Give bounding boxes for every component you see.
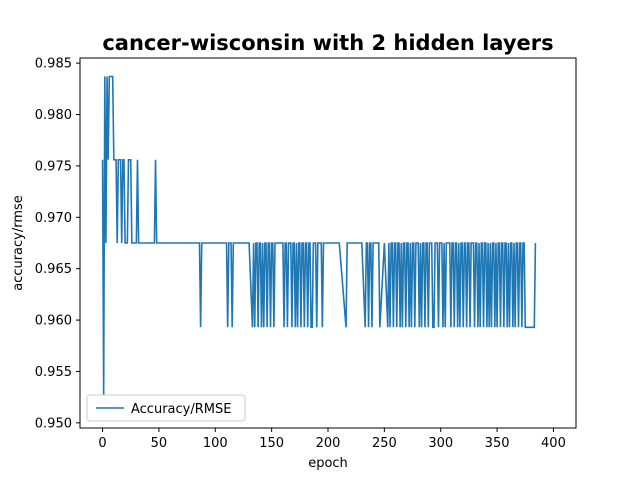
- x-tick-label: 350: [485, 436, 510, 451]
- legend-box: [86, 394, 246, 422]
- y-tick-label: 0.975: [35, 159, 72, 174]
- x-axis-label: epoch: [308, 456, 348, 471]
- x-tick-label: 250: [372, 436, 397, 451]
- y-axis: 0.950 0.955 0.960 0.965 0.970 0.975 0.980 0.985: [35, 57, 80, 431]
- y-tick-label: 0.965: [35, 262, 72, 277]
- x-tick-label: 200: [316, 436, 341, 451]
- y-tick-label: 0.955: [35, 365, 72, 380]
- chart-title: cancer-wisconsin with 2 hidden layers: [102, 31, 553, 55]
- y-tick-label: 0.950: [35, 416, 72, 431]
- series-line-accuracy-rmse: [101, 75, 537, 396]
- y-tick-label: 0.980: [35, 108, 72, 123]
- x-tick-label: 300: [428, 436, 453, 451]
- x-tick-label: 150: [259, 436, 284, 451]
- x-tick-label: 50: [151, 436, 168, 451]
- y-tick-label: 0.970: [35, 211, 72, 226]
- legend-label: Accuracy/RMSE: [131, 402, 231, 417]
- y-axis-label: accuracy/rmse: [11, 195, 26, 291]
- y-tick-label: 0.960: [35, 314, 72, 329]
- x-tick-label: 400: [541, 436, 566, 451]
- legend: Accuracy/RMSE: [86, 394, 246, 422]
- x-tick-label: 100: [203, 436, 228, 451]
- y-tick-label: 0.985: [35, 57, 72, 72]
- x-tick-label: 0: [98, 436, 106, 451]
- x-axis: 0 50 100 150 200 250 300 350 400: [98, 428, 566, 451]
